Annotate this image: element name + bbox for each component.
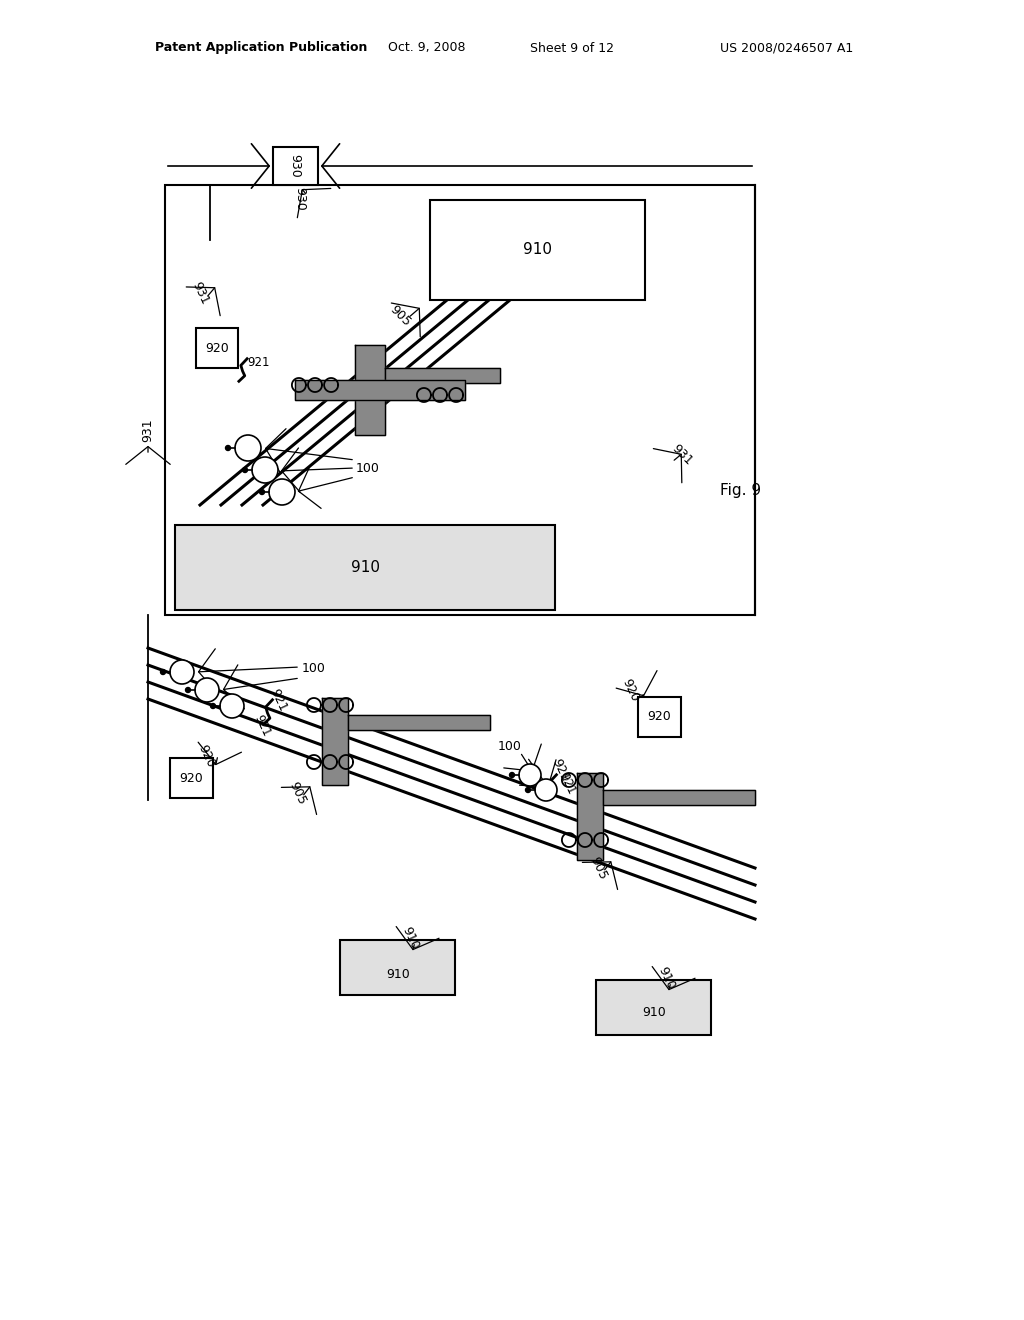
Bar [273, 147, 318, 185]
Circle shape [211, 704, 215, 709]
Text: 910: 910 [350, 560, 380, 574]
Text: Fig. 9: Fig. 9 [720, 483, 761, 498]
Text: 921: 921 [251, 713, 272, 739]
Text: 931: 931 [669, 442, 695, 469]
Text: 930: 930 [294, 187, 306, 211]
Text: 905: 905 [286, 779, 308, 807]
Text: 930: 930 [289, 154, 301, 178]
Text: 910: 910 [399, 924, 421, 952]
Text: 931: 931 [141, 418, 155, 442]
Text: 931: 931 [189, 280, 211, 306]
Circle shape [252, 457, 278, 483]
Text: 921: 921 [556, 771, 578, 797]
Circle shape [161, 669, 166, 675]
Text: 920: 920 [196, 742, 217, 770]
Text: 100: 100 [302, 661, 326, 675]
Polygon shape [385, 368, 500, 383]
Text: 910: 910 [522, 243, 552, 257]
Bar [340, 940, 455, 995]
Polygon shape [577, 774, 603, 861]
Text: 910: 910 [386, 969, 410, 982]
Text: US 2008/0246507 A1: US 2008/0246507 A1 [720, 41, 853, 54]
Text: Oct. 9, 2008: Oct. 9, 2008 [388, 41, 466, 54]
Circle shape [220, 694, 244, 718]
Circle shape [510, 772, 514, 777]
Polygon shape [355, 345, 385, 436]
Bar [638, 697, 681, 737]
Text: 920: 920 [205, 342, 229, 355]
Text: 910: 910 [642, 1006, 666, 1019]
Bar [596, 979, 711, 1035]
Polygon shape [322, 698, 348, 785]
Circle shape [170, 660, 194, 684]
Bar [165, 185, 755, 615]
Text: 921: 921 [549, 756, 571, 784]
Circle shape [519, 764, 541, 785]
Circle shape [525, 788, 530, 792]
Text: 100: 100 [498, 739, 522, 752]
Text: 905: 905 [587, 854, 609, 882]
Circle shape [259, 490, 264, 495]
Text: 920: 920 [620, 676, 641, 704]
Text: 910: 910 [655, 965, 677, 991]
Bar [196, 327, 238, 368]
Circle shape [185, 688, 190, 693]
Circle shape [535, 779, 557, 801]
Bar [175, 525, 555, 610]
Text: 905: 905 [387, 304, 413, 329]
Circle shape [269, 479, 295, 506]
Bar [430, 201, 645, 300]
Circle shape [195, 678, 219, 702]
Text: 921: 921 [247, 355, 269, 368]
Bar [170, 758, 213, 799]
Text: 920: 920 [647, 710, 671, 723]
Text: 921: 921 [267, 686, 289, 713]
Text: 100: 100 [356, 462, 380, 474]
Circle shape [243, 467, 248, 473]
Text: 920: 920 [179, 771, 203, 784]
Text: Sheet 9 of 12: Sheet 9 of 12 [530, 41, 614, 54]
Text: Patent Application Publication: Patent Application Publication [155, 41, 368, 54]
Circle shape [234, 436, 261, 461]
Polygon shape [295, 380, 465, 400]
Polygon shape [348, 715, 490, 730]
Circle shape [225, 446, 230, 450]
Polygon shape [603, 789, 755, 805]
